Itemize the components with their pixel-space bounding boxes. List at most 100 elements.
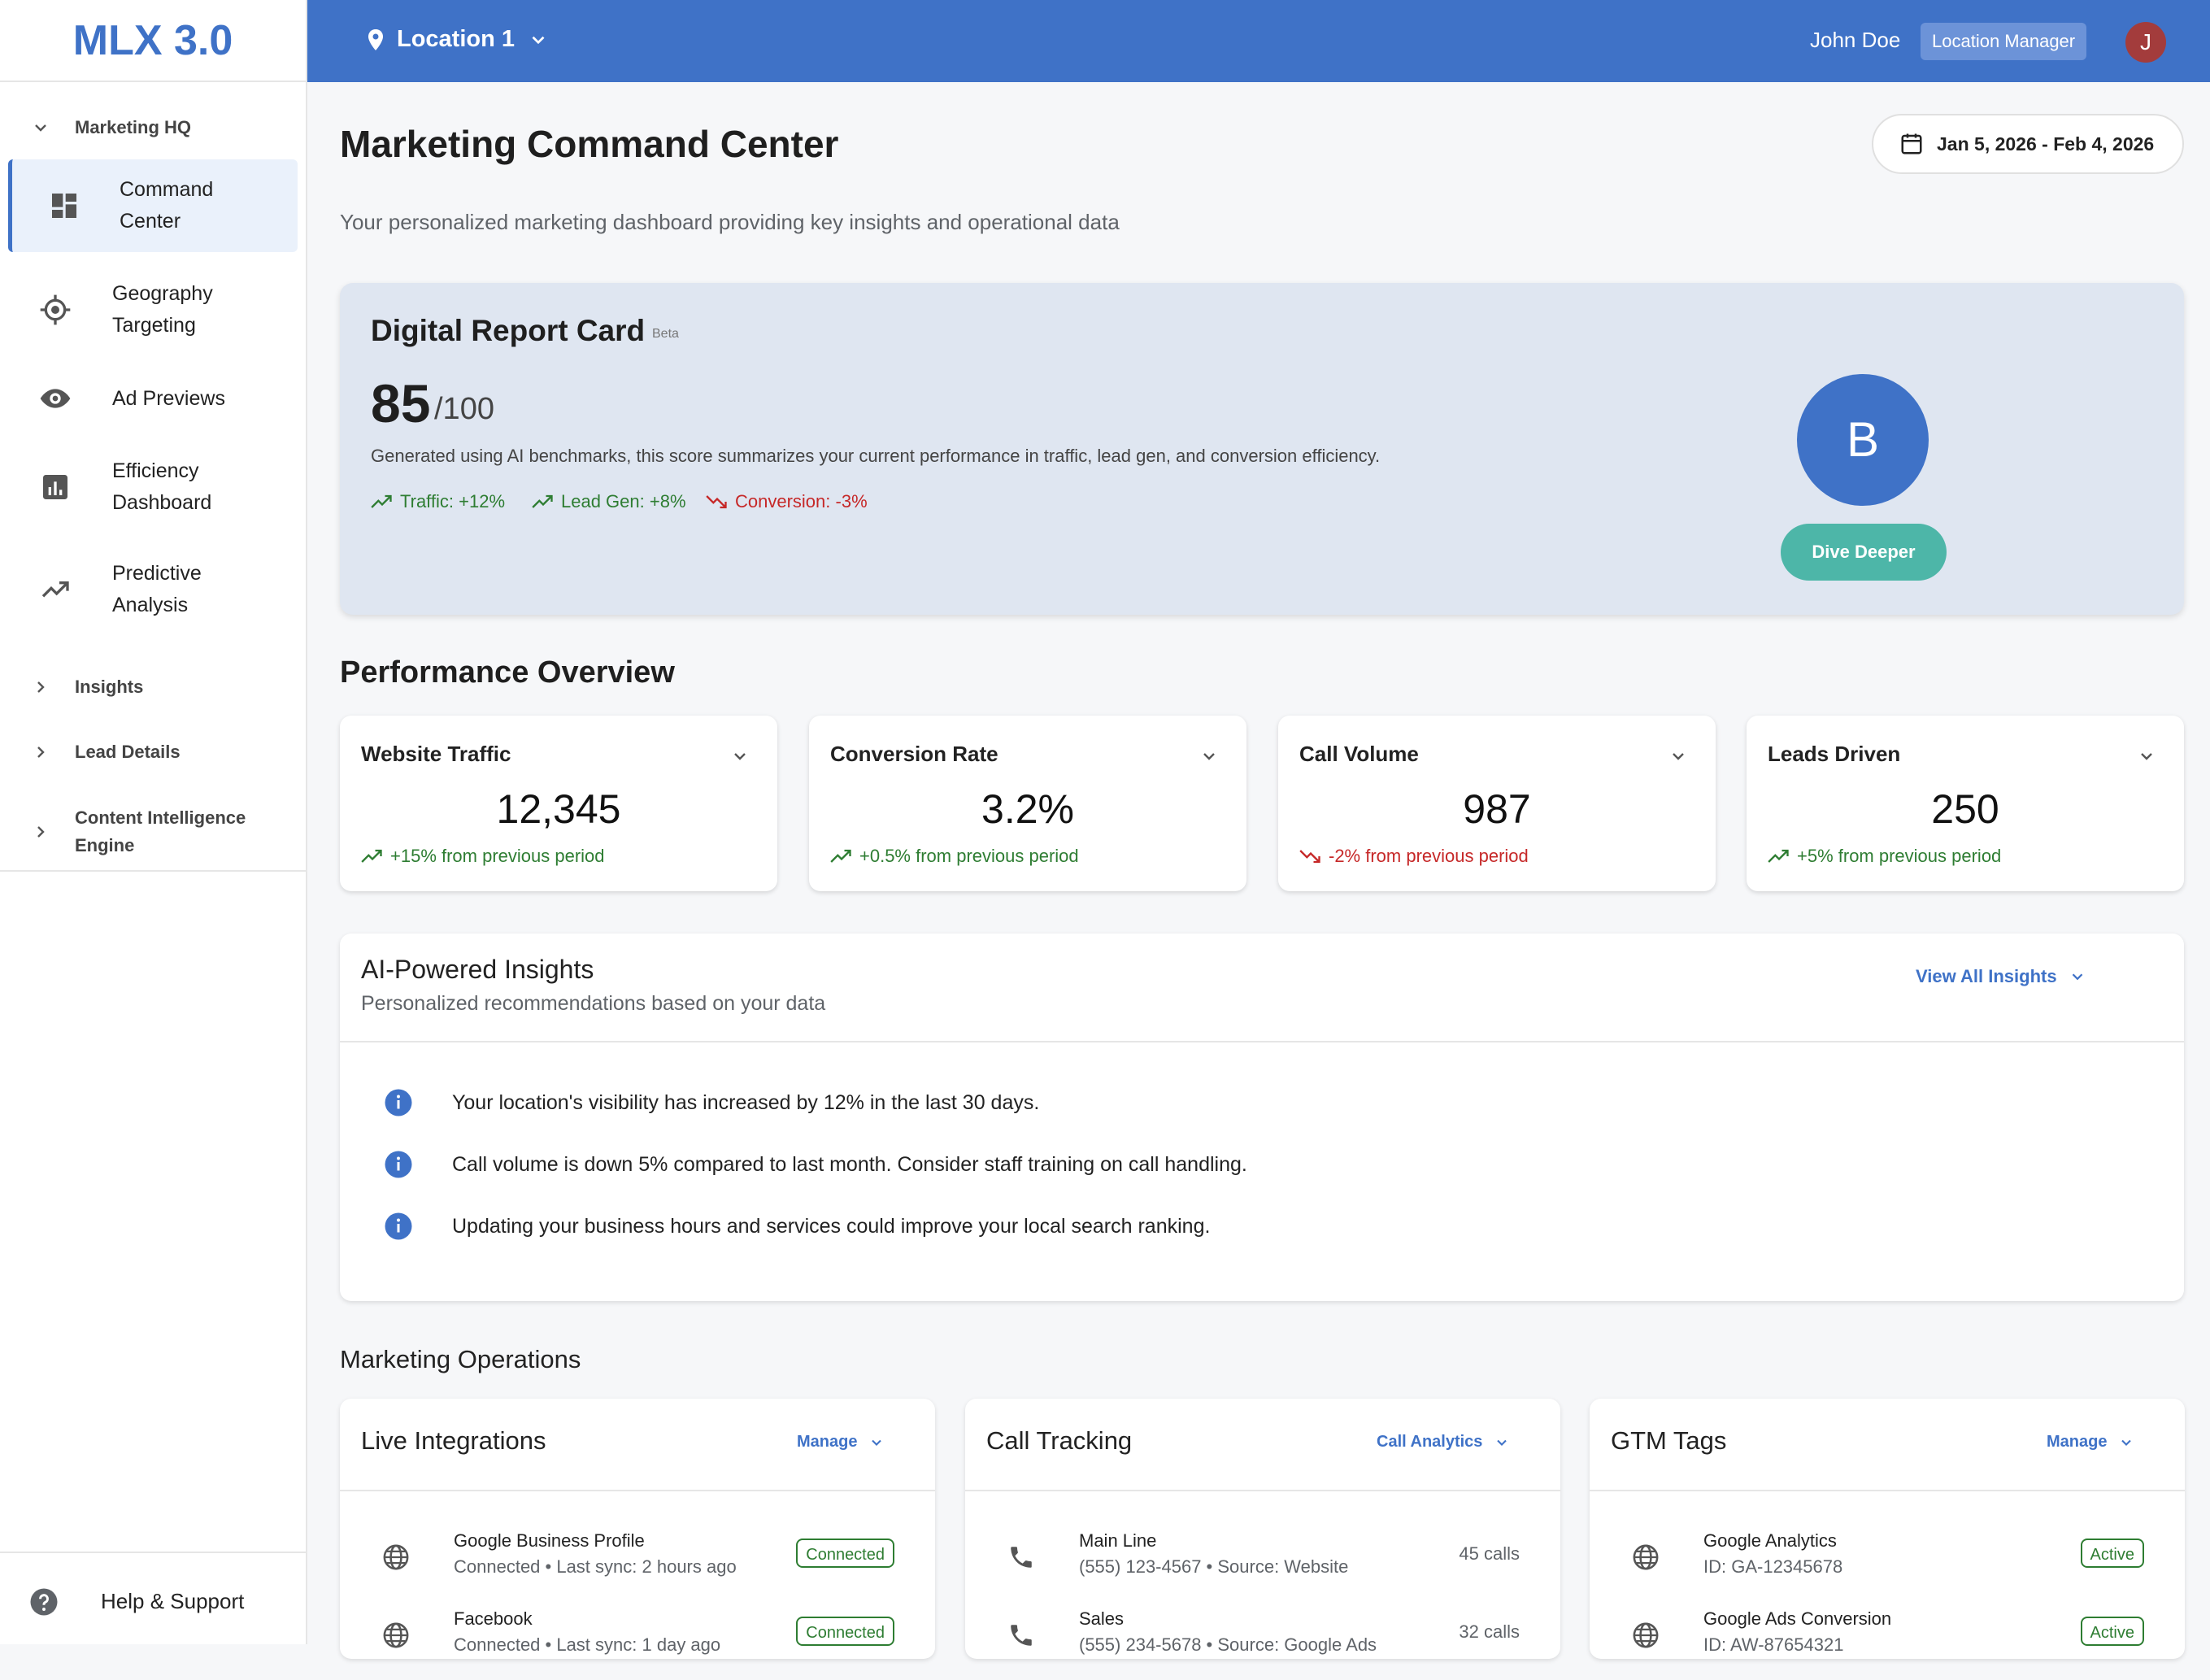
view-all-insights-link[interactable]: View All Insights: [1916, 966, 2086, 987]
call-count: 32 calls: [1459, 1621, 1520, 1642]
sidebar-item-label: Command Center: [120, 178, 214, 233]
sidebar-item-label: Efficiency Dashboard: [112, 459, 212, 514]
metric-lead-gen: Lead Gen: +8%: [532, 491, 686, 512]
sidebar: MLX 3.0 Marketing HQ Command Center Geog…: [0, 0, 307, 1644]
app-logo: MLX 3.0: [0, 0, 306, 82]
report-description: Generated using AI benchmarks, this scor…: [371, 446, 1381, 466]
trending-up-icon: [41, 581, 69, 598]
chevron-down-icon: [532, 36, 545, 44]
chevron-down-icon: [1497, 1439, 1507, 1446]
metric-conversion: Conversion: -3%: [706, 491, 868, 512]
list-item: Google Ads Conversion ID: AW-87654321 Ac…: [1590, 1607, 2185, 1680]
help-label: Help & Support: [101, 1589, 245, 1613]
kpi-change: -2% from previous period: [1299, 846, 1529, 867]
chevron-right-icon: [37, 746, 45, 758]
chevron-down-icon: [35, 124, 46, 132]
insights-subtitle: Personalized recommendations based on yo…: [361, 992, 826, 1015]
nav-group-lead-details[interactable]: Lead Details: [0, 738, 306, 766]
date-range-picker[interactable]: Jan 5, 2026 - Feb 4, 2026: [1872, 114, 2184, 174]
bar-chart-icon: [43, 475, 67, 499]
sidebar-item-label: Predictive Analysis: [112, 562, 202, 616]
phone-icon: [1011, 1625, 1032, 1646]
calendar-icon: [1901, 133, 1922, 155]
chevron-right-icon: [37, 826, 45, 838]
sidebar-item-efficiency-dashboard[interactable]: Efficiency Dashboard: [8, 450, 298, 524]
page-subtitle: Your personalized marketing dashboard pr…: [340, 210, 1120, 234]
kpi-value: 987: [1463, 786, 1531, 832]
help-support-link[interactable]: Help & Support: [0, 1552, 306, 1644]
nav-group-marketing-hq[interactable]: Marketing HQ: [0, 114, 306, 141]
trending-up-icon: [361, 849, 382, 863]
trending-up-icon: [1768, 849, 1789, 863]
call-analytics-link[interactable]: Call Analytics: [1377, 1433, 1510, 1452]
info-icon: [385, 1089, 412, 1116]
kpi-change: +0.5% from previous period: [830, 846, 1079, 867]
phone-icon: [1011, 1547, 1032, 1568]
kpi-value: 12,345: [496, 786, 621, 832]
manage-gtm-link[interactable]: Manage: [2047, 1433, 2134, 1452]
sidebar-item-geography-targeting[interactable]: Geography Targeting: [8, 273, 298, 346]
chevron-down-icon: [2121, 1439, 2132, 1446]
live-integrations-card: Live Integrations Manage Google Business…: [340, 1399, 935, 1659]
sidebar-divider: [0, 870, 306, 872]
card-divider: [965, 1490, 1560, 1491]
list-item: Sales (555) 234-5678 • Source: Google Ad…: [965, 1607, 1560, 1680]
kpi-card-conversion-rate[interactable]: Conversion Rate 3.2% +0.5% from previous…: [809, 716, 1246, 891]
status-badge: Active: [2080, 1617, 2144, 1646]
list-item: Main Line (555) 123-4567 • Source: Websi…: [965, 1529, 1560, 1602]
eye-icon: [40, 389, 71, 408]
chevron-down-icon: [2072, 973, 2082, 981]
trending-up-icon: [371, 494, 392, 508]
dive-deeper-button[interactable]: Dive Deeper: [1781, 524, 1947, 581]
insight-item: Your location's visibility has increased…: [384, 1088, 1039, 1117]
user-name: John Doe: [1810, 28, 1901, 52]
report-title: Digital Report Card: [371, 314, 646, 347]
top-bar: Location 1 John Doe Location Manager J: [307, 0, 2210, 82]
sidebar-item-ad-previews[interactable]: Ad Previews: [8, 381, 298, 416]
help-icon: [30, 1588, 58, 1616]
location-selector[interactable]: Location 1: [366, 26, 560, 53]
performance-overview-title: Performance Overview: [340, 655, 675, 690]
info-icon: [385, 1151, 412, 1178]
gtm-tags-card: GTM Tags Manage Google Analytics ID: GA-…: [1590, 1399, 2185, 1659]
globe-icon: [1633, 1622, 1659, 1648]
kpi-name: Website Traffic: [361, 742, 511, 766]
kpi-card-call-volume[interactable]: Call Volume 987 -2% from previous period: [1278, 716, 1716, 891]
kpi-value: 3.2%: [981, 786, 1074, 832]
sidebar-item-predictive-analysis[interactable]: Predictive Analysis: [8, 553, 298, 626]
chevron-down-icon[interactable]: [1199, 746, 1219, 766]
location-pin-icon: [368, 28, 383, 50]
kpi-card-leads-driven[interactable]: Leads Driven 250 +5% from previous perio…: [1747, 716, 2184, 891]
nav-group-label: Content Intelligence Engine: [75, 807, 246, 855]
nav-group-label: Insights: [75, 677, 144, 697]
sidebar-item-command-center[interactable]: Command Center: [8, 159, 298, 252]
trending-up-icon: [532, 494, 553, 508]
chevron-down-icon[interactable]: [2137, 746, 2156, 766]
nav-group-label: Lead Details: [75, 742, 181, 762]
role-badge: Location Manager: [1921, 23, 2087, 60]
report-score-max: /100: [434, 392, 494, 426]
grade-badge: B: [1797, 374, 1929, 506]
chevron-down-icon[interactable]: [730, 746, 750, 766]
call-count: 45 calls: [1459, 1543, 1520, 1564]
chevron-down-icon[interactable]: [1668, 746, 1688, 766]
nav-group-label: Marketing HQ: [75, 117, 192, 137]
avatar[interactable]: J: [2125, 22, 2166, 63]
metric-traffic: Traffic: +12%: [371, 491, 505, 512]
status-badge: Connected: [796, 1539, 894, 1568]
target-icon: [40, 294, 71, 325]
ai-insights-panel: AI-Powered Insights Personalized recomme…: [340, 934, 2184, 1301]
kpi-card-website-traffic[interactable]: Website Traffic 12,345 +15% from previou…: [340, 716, 777, 891]
marketing-operations-title: Marketing Operations: [340, 1345, 581, 1373]
manage-integrations-link[interactable]: Manage: [797, 1433, 885, 1452]
trending-down-icon: [1299, 850, 1320, 864]
info-icon: [385, 1212, 412, 1240]
status-badge: Connected: [796, 1617, 894, 1646]
kpi-name: Leads Driven: [1768, 742, 1901, 766]
list-item: Google Analytics ID: GA-12345678 Active: [1590, 1529, 2185, 1602]
nav-group-insights[interactable]: Insights: [0, 673, 306, 701]
chevron-right-icon: [37, 681, 45, 693]
report-score: 85: [371, 373, 431, 433]
nav-group-content-intelligence-engine[interactable]: Content Intelligence Engine: [0, 803, 306, 860]
beta-badge: Beta: [652, 327, 679, 341]
